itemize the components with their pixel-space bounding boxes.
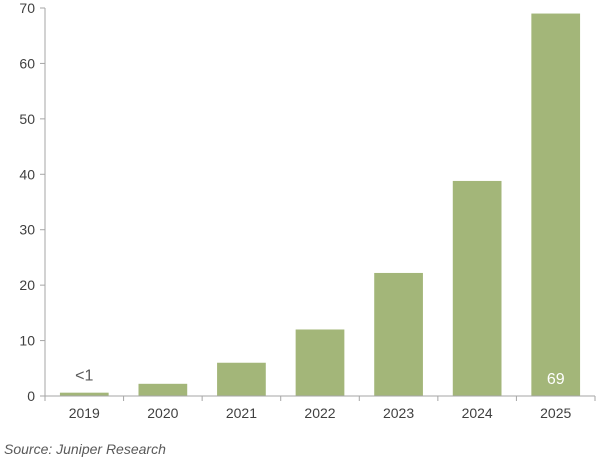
y-tick-label: 0 <box>27 388 35 404</box>
bar-2023 <box>374 272 423 396</box>
x-tick-label: 2020 <box>147 405 178 421</box>
data-label: 69 <box>547 371 565 388</box>
x-axis: 2019 2020 2021 2022 2023 2024 2025 <box>44 395 596 421</box>
y-axis: 0 10 20 30 40 50 60 70 <box>19 0 46 404</box>
x-tick-label: 2025 <box>540 405 571 421</box>
y-tick-label: 40 <box>19 166 35 182</box>
bar-2024 <box>452 180 502 396</box>
x-tick-label: 2023 <box>383 405 414 421</box>
bar-2022 <box>295 329 345 396</box>
bars <box>59 13 581 397</box>
y-tick-label: 20 <box>19 277 35 293</box>
x-tick-label: 2019 <box>69 405 100 421</box>
x-tick-label: 2022 <box>304 405 335 421</box>
source-note: Source: Juniper Research <box>4 441 166 457</box>
y-tick-label: 60 <box>19 55 35 71</box>
y-tick-label: 50 <box>19 111 35 127</box>
x-tick-label: 2024 <box>462 405 493 421</box>
x-tick-label: 2021 <box>226 405 257 421</box>
y-tick-label: 70 <box>19 0 35 16</box>
bar-2019 <box>59 392 109 396</box>
bar-2020 <box>138 383 188 396</box>
y-tick-label: 10 <box>19 333 35 349</box>
bar-2021 <box>217 362 266 396</box>
y-tick-label: 30 <box>19 222 35 238</box>
data-labels: <1 69 <box>75 368 565 388</box>
bar-2025 <box>531 13 581 397</box>
bar-chart: 0 10 20 30 40 50 60 70 2019 2020 2021 2022 2023 2024… <box>19 0 596 421</box>
data-label: <1 <box>75 368 93 385</box>
